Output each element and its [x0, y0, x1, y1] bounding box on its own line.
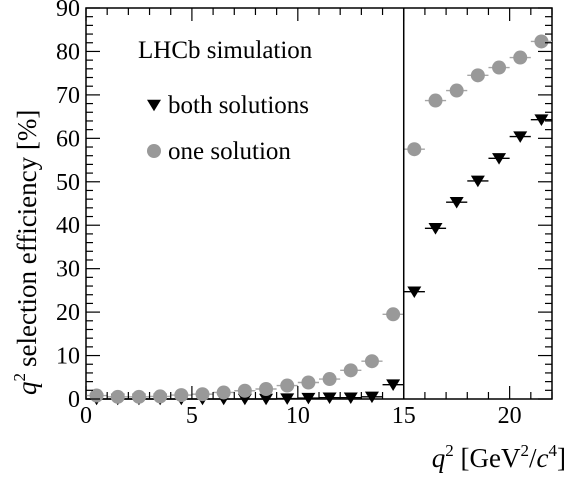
- legend: both solutions one solution: [147, 92, 309, 165]
- x-axis-unit-c: c: [537, 443, 549, 473]
- x-tick-label: 5: [186, 403, 198, 429]
- y-tick-label: 50: [56, 170, 80, 196]
- one-solution-point: [174, 388, 189, 403]
- y-tick-label: 70: [56, 83, 80, 109]
- both-solutions-point: [343, 392, 358, 404]
- x-tick-label: 0: [80, 403, 92, 429]
- one-solution-point: [280, 378, 295, 393]
- markers: [89, 34, 549, 406]
- one-solution-point: [195, 387, 210, 402]
- x-tick-label: 10: [286, 403, 310, 429]
- y-tick-label: 0: [68, 387, 80, 413]
- x-axis-unit-open: [GeV: [454, 443, 521, 473]
- y-tick-label: 60: [56, 126, 80, 152]
- one-solution-point: [470, 68, 485, 83]
- one-solution-point: [237, 383, 252, 398]
- one-solution-point: [110, 389, 125, 404]
- x-axis-label-sup: 2: [445, 441, 454, 460]
- both-solutions-point: [534, 114, 549, 126]
- legend-label: both solutions: [168, 92, 309, 119]
- y-axis-label-sup: 2: [10, 373, 29, 382]
- one-solution-point: [153, 389, 168, 404]
- x-tick-label: 15: [392, 403, 416, 429]
- legend-label: one solution: [168, 138, 291, 165]
- both-solutions-point: [364, 391, 379, 404]
- error-bars: [86, 40, 552, 400]
- both-solutions-point: [428, 223, 443, 235]
- one-solution-point: [407, 142, 422, 157]
- one-solution-point: [492, 60, 507, 75]
- y-axis-label-text: selection efficiency [%]: [12, 110, 42, 367]
- x-axis-unit-sup2: 4: [549, 441, 558, 460]
- both-solutions-point: [386, 379, 401, 391]
- one-solution-point: [513, 50, 528, 65]
- one-solution-point: [259, 382, 274, 397]
- both-solutions-point: [301, 392, 316, 405]
- y-tick-label: 90: [56, 0, 80, 22]
- x-axis-label: q2 [GeV2/c4]: [432, 441, 566, 473]
- both-solutions-point: [449, 196, 464, 209]
- one-solution-point: [343, 363, 358, 378]
- y-ticks: 0 10 20 30 40 50 60 70 80 90: [56, 0, 552, 413]
- legend-marker-both-solutions: [147, 99, 161, 112]
- one-solution-point: [301, 375, 316, 390]
- y-tick-label: 30: [56, 257, 80, 283]
- x-ticks: 0 5 10 15 20: [80, 8, 553, 429]
- one-solution-point: [216, 385, 231, 400]
- x-axis-unit-sup1: 2: [521, 441, 530, 460]
- both-solutions-point: [259, 393, 274, 406]
- one-solution-point: [449, 83, 464, 98]
- y-axis-label-q: q: [12, 382, 42, 396]
- y-tick-label: 40: [56, 213, 80, 239]
- one-solution-point: [131, 389, 146, 404]
- one-solution-point: [322, 372, 337, 387]
- both-solutions-point: [280, 393, 295, 405]
- one-solution-point: [428, 93, 443, 108]
- both-solutions-point: [492, 153, 507, 165]
- one-solution-point: [534, 34, 549, 49]
- one-solution-point: [386, 307, 401, 322]
- x-tick-label: 20: [498, 403, 522, 429]
- both-solutions-point: [513, 131, 528, 143]
- y-tick-label: 10: [56, 344, 80, 370]
- both-solutions-point: [470, 175, 485, 188]
- plot-frame: [85, 7, 553, 400]
- both-solutions-point: [407, 286, 422, 298]
- x-axis-label-q: q: [432, 443, 446, 473]
- both-solutions-point: [322, 392, 337, 404]
- x-axis-unit-slash: /: [529, 443, 537, 473]
- annotation: LHCb simulation: [138, 37, 313, 64]
- one-solution-point: [364, 354, 379, 369]
- y-tick-label: 20: [56, 300, 80, 326]
- y-axis-label: q2 selection efficiency [%]: [10, 110, 42, 395]
- y-tick-label: 80: [56, 39, 80, 65]
- x-axis-unit-close: ]: [557, 443, 566, 473]
- plot-area: 0 5 10 15 20 0 10 20 30 40 50 60 70 80 90: [56, 0, 553, 429]
- legend-marker-one-solution: [147, 144, 161, 158]
